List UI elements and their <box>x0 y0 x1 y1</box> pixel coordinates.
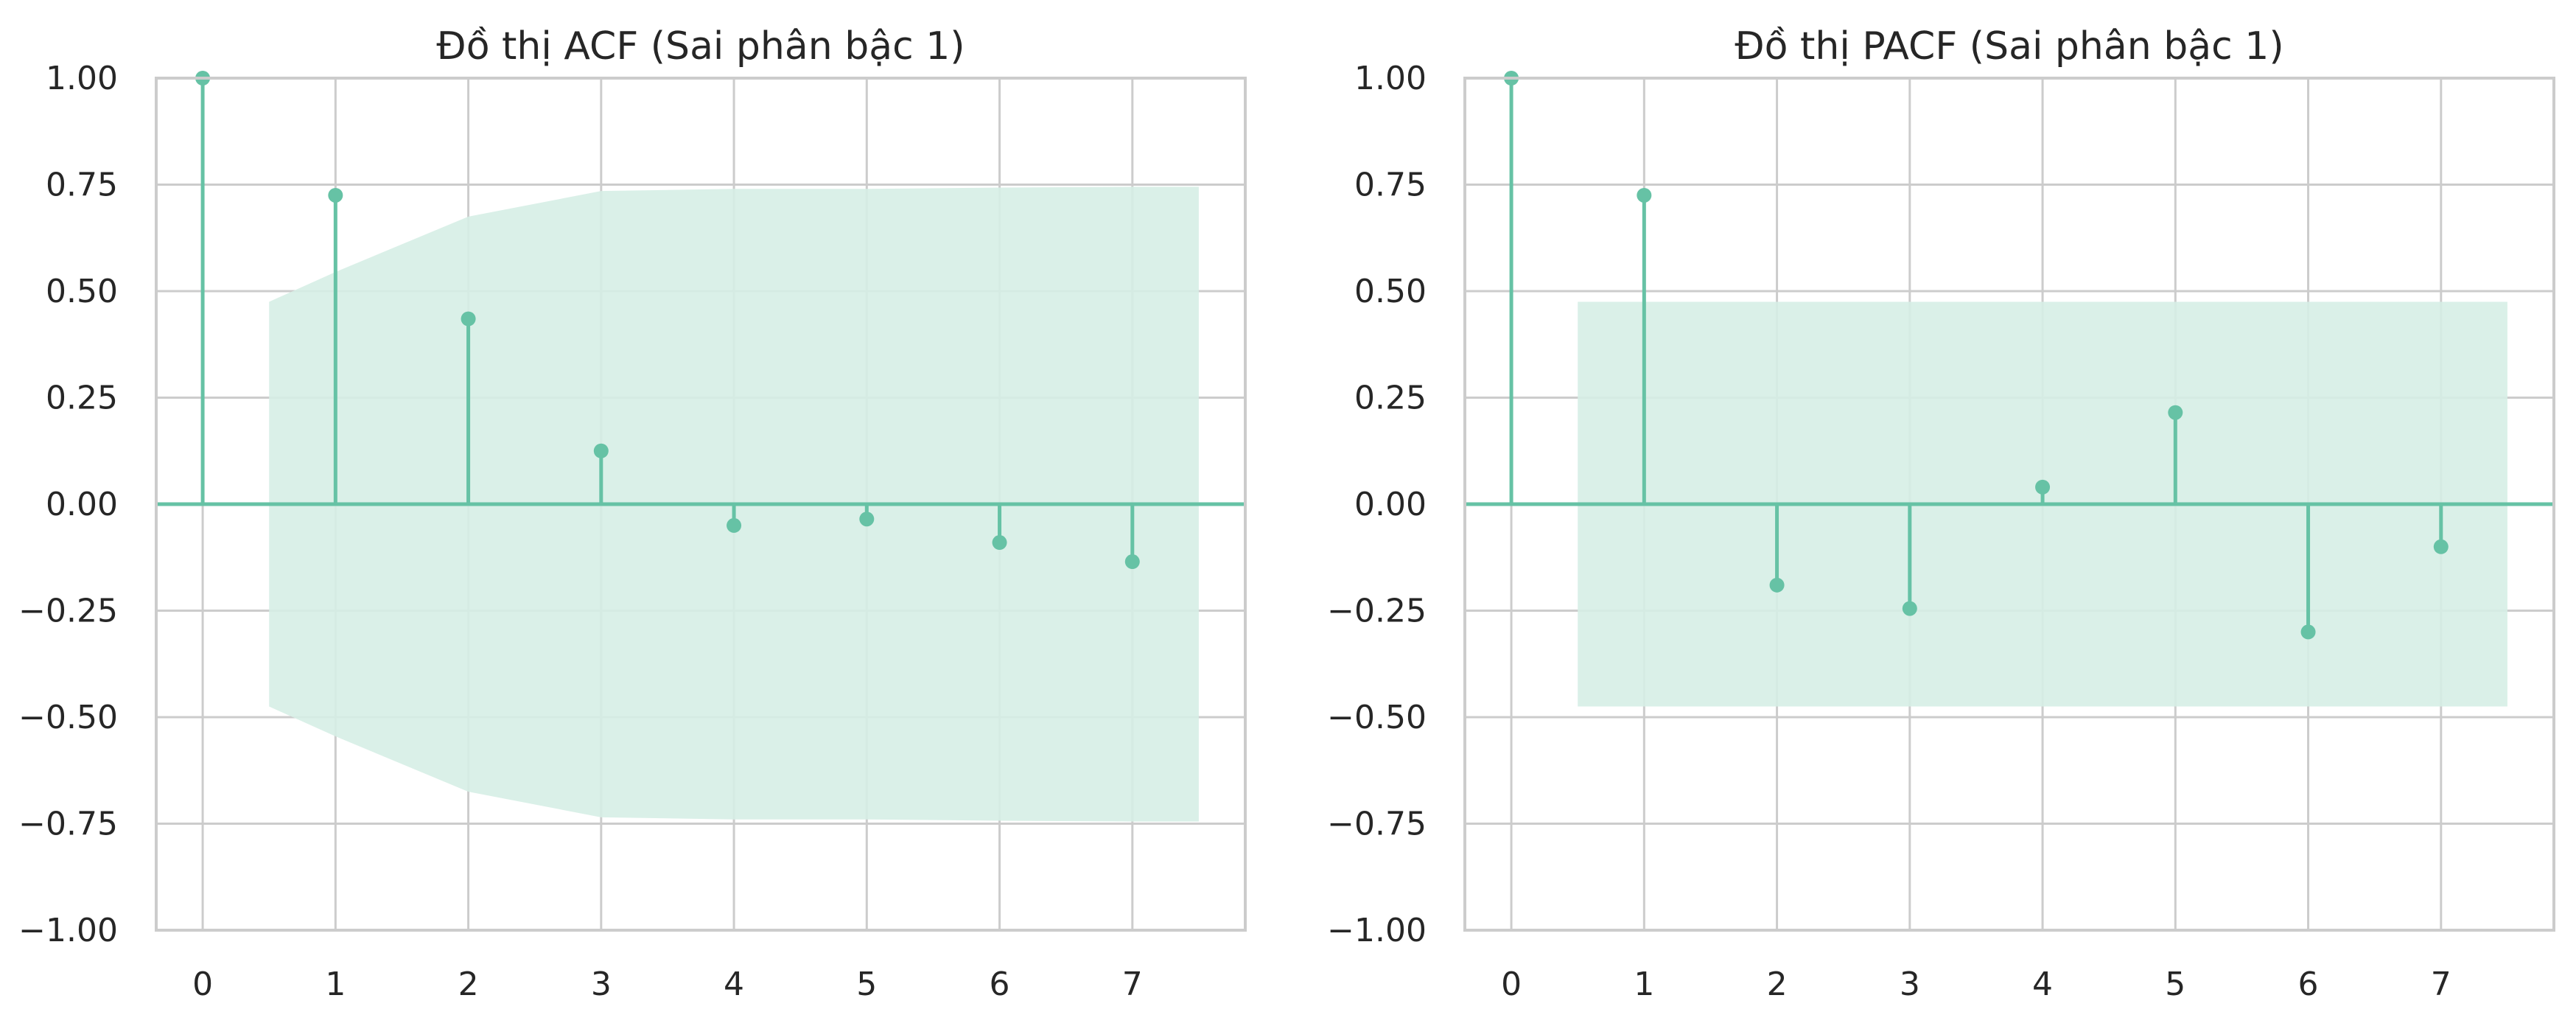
acf-marker-3 <box>593 443 609 458</box>
pacf-xtick-label-0: 0 <box>1501 966 1522 1003</box>
acf-marker-6 <box>992 535 1007 551</box>
acf-ytick-label-0: −1.00 <box>18 912 118 949</box>
acf-ytick-label-8: 1.00 <box>46 60 118 97</box>
pacf-ytick-label-0: −1.00 <box>1327 912 1427 949</box>
pacf-marker-6 <box>2300 624 2316 640</box>
pacf-xtick-label-1: 1 <box>1634 966 1654 1003</box>
acf-xtick-label-3: 3 <box>591 966 612 1003</box>
acf-xtick-label-7: 7 <box>1122 966 1143 1003</box>
pacf-ytick-label-2: −0.50 <box>1327 699 1427 736</box>
pacf-ytick-label-4: 0.00 <box>1354 486 1427 523</box>
acf-xtick-label-4: 4 <box>724 966 744 1003</box>
acf-xtick-label-5: 5 <box>856 966 877 1003</box>
acf-ytick-label-6: 0.50 <box>46 273 118 310</box>
acf-frame <box>155 77 1247 932</box>
acf-xtick-label-2: 2 <box>458 966 479 1003</box>
pacf-marker-4 <box>2035 479 2051 495</box>
acf-ytick-label-2: −0.50 <box>18 699 118 736</box>
acf-marker-7 <box>1124 554 1140 570</box>
acf-ytick-label-4: 0.00 <box>46 486 118 523</box>
acf-marker-5 <box>859 512 875 527</box>
acf-ytick-label-3: −0.25 <box>18 593 118 630</box>
acf-marker-2 <box>461 311 476 327</box>
pacf-ytick-label-8: 1.00 <box>1354 60 1427 97</box>
pacf-frame <box>1463 77 2555 932</box>
acf-ytick-label-5: 0.25 <box>46 380 118 417</box>
pacf-marker-7 <box>2433 539 2449 554</box>
pacf-marker-2 <box>1769 577 1785 593</box>
pacf-panel: 0 1 2 3 4 5 6 7 −1.00 −0.75 −0.50 −0.25 0.00 0.25 0.50… <box>1327 24 2555 1003</box>
pacf-xtick-label-3: 3 <box>1900 966 1920 1003</box>
acf-ytick-label-1: −0.75 <box>18 806 118 843</box>
pacf-xtick-label-5: 5 <box>2165 966 2185 1003</box>
acf-panel: 0 1 2 3 4 5 6 7 −1.00 −0.75 −0.50 −0.25 0.00 0.25 0.50… <box>18 24 1247 1003</box>
pacf-marker-5 <box>2168 405 2183 420</box>
pacf-xtick-label-4: 4 <box>2032 966 2053 1003</box>
pacf-xtick-label-6: 6 <box>2298 966 2319 1003</box>
pacf-xtick-label-2: 2 <box>1767 966 1788 1003</box>
acf-xtick-label-6: 6 <box>990 966 1010 1003</box>
acf-title: Đồ thị ACF (Sai phân bậc 1) <box>436 24 965 69</box>
pacf-ytick-label-7: 0.75 <box>1354 167 1427 204</box>
acf-marker-1 <box>328 187 343 203</box>
acf-xtick-label-1: 1 <box>325 966 346 1003</box>
pacf-ytick-label-1: −0.75 <box>1327 806 1427 843</box>
pacf-title: Đồ thị PACF (Sai phân bậc 1) <box>1735 24 2283 69</box>
pacf-ytick-label-6: 0.50 <box>1354 273 1427 310</box>
pacf-marker-1 <box>1637 187 1652 203</box>
acf-xtick-label-0: 0 <box>192 966 213 1003</box>
acf-marker-4 <box>727 517 742 533</box>
pacf-marker-3 <box>1902 601 1917 616</box>
pacf-xtick-label-7: 7 <box>2431 966 2451 1003</box>
pacf-ytick-label-3: −0.25 <box>1327 593 1427 630</box>
acf-ytick-label-7: 0.75 <box>46 167 118 204</box>
pacf-ytick-label-5: 0.25 <box>1354 380 1427 417</box>
